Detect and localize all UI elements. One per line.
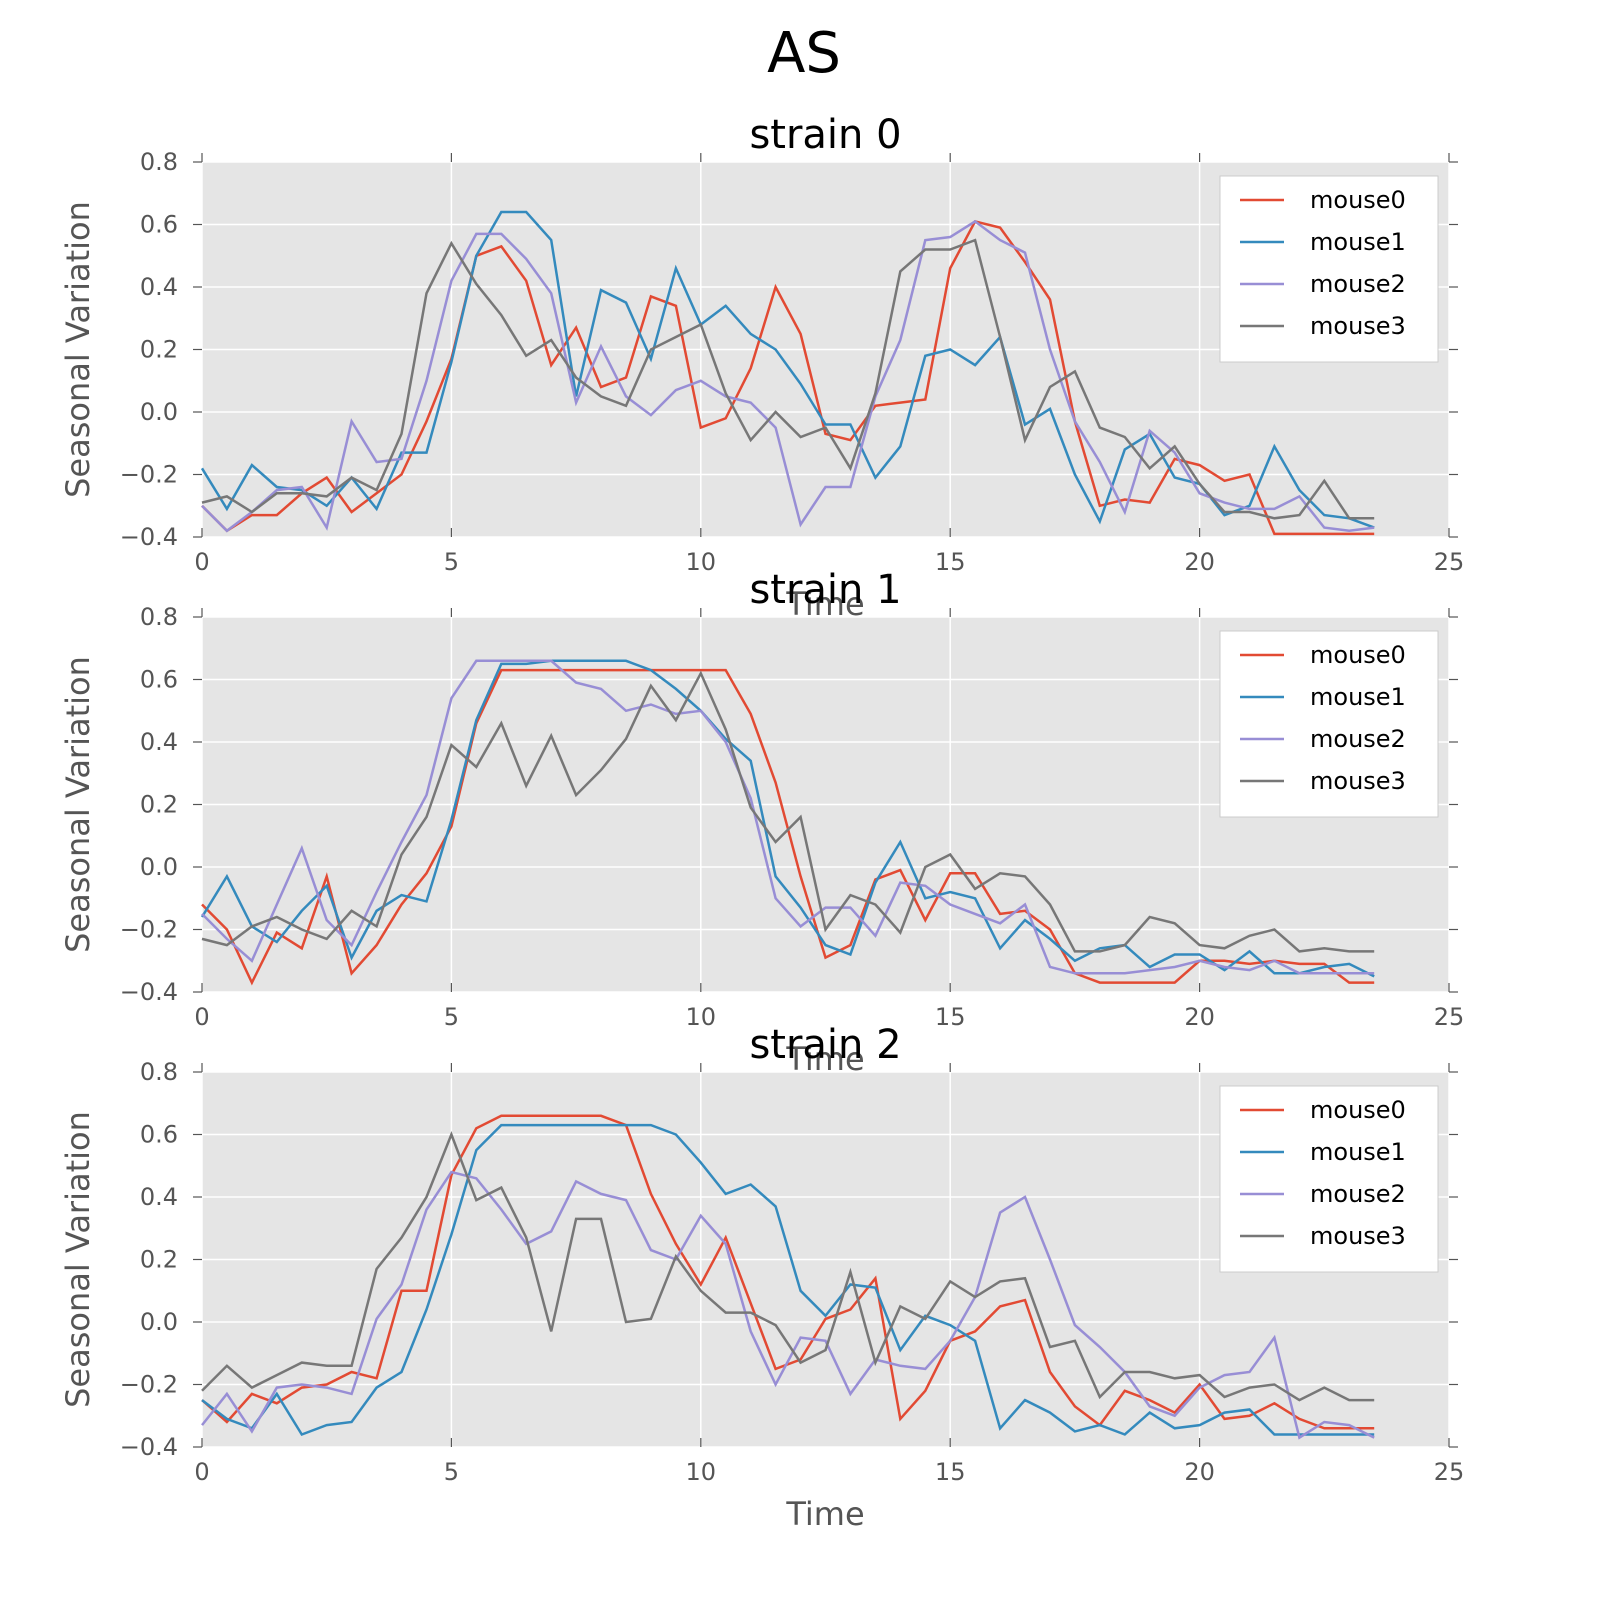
y-tick-label: 0.4 [140, 728, 178, 756]
x-tick-label: 10 [686, 1458, 717, 1486]
y-tick-label: −0.4 [120, 523, 178, 551]
y-tick-label: 0.6 [140, 211, 178, 239]
x-tick-label: 10 [686, 548, 717, 576]
y-tick-label: 0.8 [140, 1058, 178, 1086]
y-tick-label: −0.2 [120, 916, 178, 944]
subplots: 0 5 10 15 20 25 −0.4 −0.2 0.0 0.2 0.4 0.6 0.8 Time Sea… [59, 112, 1464, 1533]
series-line-mouse0 [201, 1114, 1375, 1430]
y-tick-label: 0.0 [140, 853, 178, 881]
x-tick-label: 5 [444, 1003, 459, 1031]
legend-box [1219, 175, 1439, 363]
y-tick-label: −0.2 [120, 1371, 178, 1399]
y-tick-label: 0.8 [140, 603, 178, 631]
x-tick-label: 15 [935, 548, 966, 576]
legend: mouse0 mouse1 mouse2 mouse3 [1219, 175, 1439, 363]
x-axis-label: Time [785, 1495, 864, 1533]
x-tick-label: 20 [1184, 548, 1215, 576]
y-axis-label: Seasonal Variation [59, 201, 97, 498]
legend-label: mouse2 [1310, 725, 1406, 753]
subplot-1: 0 5 10 15 20 25−0.4−0.20.00.20.40.60.8TimeSea… [59, 567, 1464, 1078]
legend-label: mouse2 [1310, 270, 1406, 298]
x-tick-label: 0 [194, 1003, 209, 1031]
y-tick-label: 0.2 [140, 791, 178, 819]
x-tick-label: 20 [1184, 1003, 1215, 1031]
subplot-0: 0 5 10 15 20 25−0.4−0.20.00.20.40.60.8TimeSea… [59, 112, 1464, 623]
legend-box [1219, 630, 1439, 818]
series-line-mouse2 [201, 219, 1375, 533]
series-line-mouse3 [201, 1131, 1375, 1402]
legend-label: mouse1 [1310, 683, 1406, 711]
y-tick-label: 0.2 [140, 336, 178, 364]
subplot-2: 0 5 10 15 20 25 −0.4 −0.2 0.0 0.2 0.4 0.6 0.8 Time Sea… [59, 1022, 1464, 1533]
y-tick-label: −0.4 [120, 1433, 178, 1461]
legend: mouse0 mouse1 mouse2 mouse3 [1219, 1085, 1439, 1273]
y-tick-label: 0.6 [140, 1121, 178, 1149]
legend-label: mouse1 [1310, 228, 1406, 256]
y-tick-label: 0.6 [140, 666, 178, 694]
x-tick-label: 15 [935, 1458, 966, 1486]
x-tick-label: 25 [1434, 1458, 1465, 1486]
legend-box [1219, 1085, 1439, 1273]
legend-label: mouse0 [1310, 641, 1406, 669]
legend-label: mouse2 [1310, 1180, 1406, 1208]
series-line-mouse1 [200, 659, 1375, 978]
x-tick-label: 15 [935, 1003, 966, 1031]
x-tick-label: 0 [194, 1458, 209, 1486]
figure-title: AS [767, 21, 841, 86]
series-line-mouse2 [201, 659, 1375, 975]
y-tick-label: 0.2 [140, 1246, 178, 1274]
legend-label: mouse0 [1310, 1096, 1406, 1124]
series-line-mouse3 [201, 238, 1375, 520]
x-tick-label: 5 [444, 1458, 459, 1486]
subplot-title: strain 1 [749, 567, 901, 613]
legend-label: mouse3 [1310, 767, 1406, 795]
y-axis-label: Seasonal Variation [59, 656, 97, 953]
legend-label: mouse3 [1310, 1222, 1406, 1250]
y-axis-label: Seasonal Variation [59, 1111, 97, 1408]
y-tick-label: 0.8 [140, 148, 178, 176]
x-tick-label: 5 [444, 548, 459, 576]
y-tick-label: 0.0 [140, 1308, 178, 1336]
x-tick-label: 20 [1184, 1458, 1215, 1486]
y-tick-label: −0.2 [120, 461, 178, 489]
subplot-title: strain 2 [749, 1022, 901, 1068]
series-line-mouse1 [200, 210, 1375, 529]
x-tick-label: 0 [194, 548, 209, 576]
y-tick-label: −0.4 [120, 978, 178, 1006]
legend: mouse0 mouse1 mouse2 mouse3 [1219, 630, 1439, 818]
y-tick-label: 0.4 [140, 273, 178, 301]
legend-label: mouse0 [1310, 186, 1406, 214]
x-tick-label: 25 [1434, 548, 1465, 576]
x-tick-label: 10 [686, 1003, 717, 1031]
y-tick-label: 0.4 [140, 1183, 178, 1211]
legend-label: mouse3 [1310, 312, 1406, 340]
legend-label: mouse1 [1310, 1138, 1406, 1166]
y-tick-label: 0.0 [140, 398, 178, 426]
series-line-mouse2 [201, 1170, 1375, 1440]
series-line-mouse3 [201, 670, 1375, 953]
subplot-title: strain 0 [749, 112, 901, 158]
x-tick-label: 25 [1434, 1003, 1465, 1031]
series-line-mouse1 [201, 1123, 1375, 1437]
